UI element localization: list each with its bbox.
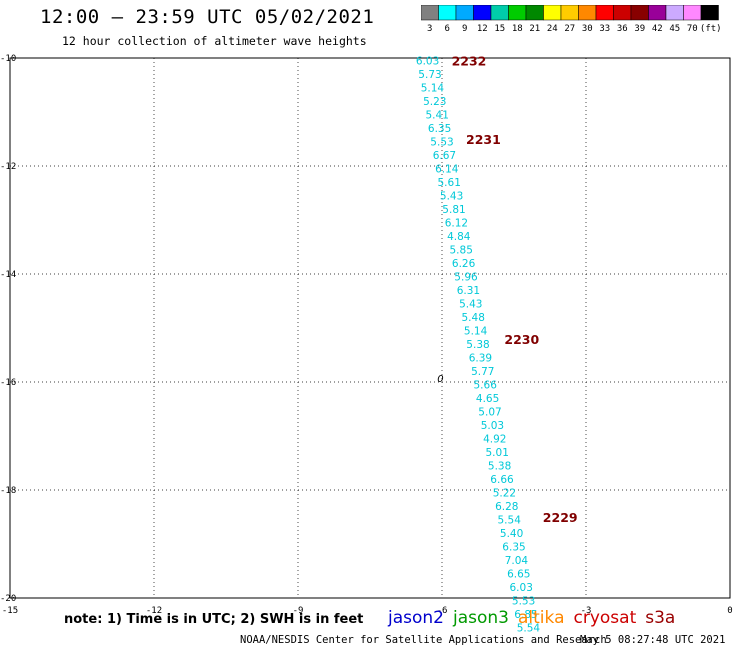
x-tick-label: -3 bbox=[581, 606, 592, 616]
colorbar-label: 18 bbox=[512, 24, 523, 34]
wave-height-label: 6.31 bbox=[457, 285, 480, 297]
wave-height-label: 6.28 bbox=[495, 501, 518, 513]
colorbar-label: (ft) bbox=[700, 24, 722, 34]
wave-height-label: 6.14 bbox=[435, 164, 459, 176]
y-tick-label: -20 bbox=[0, 594, 16, 604]
colorbar-label: 3 bbox=[427, 24, 432, 34]
y-tick-label: -16 bbox=[0, 378, 16, 388]
wave-height-label: 5.96 bbox=[454, 272, 478, 284]
wave-height-label: 5.53 bbox=[430, 137, 453, 149]
legend-item-s3a: s3a bbox=[645, 608, 676, 628]
chart-title: 12:00 – 23:59 UTC 05/02/2021 bbox=[40, 6, 375, 28]
wave-height-label: 5.66 bbox=[474, 380, 498, 392]
wave-height-label: 5.07 bbox=[478, 407, 501, 419]
colorbar-label: 45 bbox=[669, 24, 680, 34]
wave-height-label: 5.14 bbox=[421, 83, 445, 95]
wave-height-label: 5.38 bbox=[466, 339, 489, 351]
time-label: 2232 bbox=[452, 54, 487, 69]
wave-height-label: 5.03 bbox=[481, 420, 504, 432]
y-tick-label: -12 bbox=[0, 162, 16, 172]
wave-height-label: 5.81 bbox=[442, 204, 465, 216]
wave-height-label: 5.23 bbox=[423, 96, 446, 108]
chart-subtitle: 12 hour collection of altimeter wave hei… bbox=[62, 34, 367, 48]
colorbar: 3 6 9 12 15 18 21 24 27 30 33 36 39 42 45 70 (ft) bbox=[421, 5, 722, 34]
y-tick-label: -14 bbox=[0, 270, 16, 280]
colorbar-label: 42 bbox=[652, 24, 663, 34]
units-note: note: 1) Time is in UTC; 2) SWH is in fe… bbox=[64, 612, 364, 627]
time-label: 2229 bbox=[543, 510, 578, 525]
y-tick-label: -18 bbox=[0, 486, 16, 496]
wave-height-label: 6.03 bbox=[510, 582, 533, 594]
wave-height-label: 6.26 bbox=[452, 258, 476, 270]
colorbar-label: 12 bbox=[477, 24, 488, 34]
colorbar-label: 21 bbox=[529, 24, 540, 34]
legend-item-jason3: jason3 bbox=[453, 608, 509, 628]
wave-height-label: 5.01 bbox=[486, 447, 509, 459]
wave-height-label: 5.40 bbox=[500, 528, 523, 540]
legend-item-cryosat: cryosat bbox=[573, 608, 637, 628]
wave-height-label: 5.38 bbox=[488, 461, 511, 473]
wave-height-label: 5.54 bbox=[498, 515, 522, 527]
colorbar-label: 27 bbox=[564, 24, 575, 34]
colorbar-label: 6 bbox=[445, 24, 450, 34]
colorbar-swatch bbox=[700, 5, 719, 21]
wave-height-label: 5.73 bbox=[418, 69, 441, 81]
legend-item-jason2: jason2 bbox=[388, 608, 444, 628]
wave-height-label: 5.14 bbox=[464, 326, 488, 338]
satellite-legend: jason2 jason3 altika cryosat s3a bbox=[388, 608, 684, 628]
time-label: 2231 bbox=[466, 132, 501, 147]
wave-height-label: 6.85 bbox=[514, 609, 537, 621]
wave-height-label: 5.48 bbox=[462, 312, 485, 324]
wave-height-label: 5.41 bbox=[426, 110, 449, 122]
wave-height-label: 6.12 bbox=[445, 218, 468, 230]
wave-height-label: 6.35 bbox=[428, 123, 451, 135]
x-tick-label: -9 bbox=[293, 606, 304, 616]
wave-height-label: 6.67 bbox=[433, 150, 456, 162]
wave-height-label: 4.92 bbox=[483, 434, 506, 446]
y-tick-label: -10 bbox=[0, 54, 16, 64]
wave-height-label: 5.54 bbox=[517, 623, 541, 635]
wave-height-label: 4.84 bbox=[447, 231, 471, 243]
colorbar-label: 70 bbox=[687, 24, 698, 34]
legend-item-altika: altika bbox=[518, 608, 565, 628]
wave-height-label: 7.04 bbox=[505, 555, 529, 567]
colorbar-label: 30 bbox=[582, 24, 593, 34]
x-tick-label: 0 bbox=[727, 606, 732, 616]
colorbar-label: 39 bbox=[634, 24, 645, 34]
wave-height-label: 6.39 bbox=[469, 353, 492, 365]
colorbar-label: 33 bbox=[599, 24, 610, 34]
x-tick-label: -15 bbox=[2, 606, 18, 616]
wave-height-label: 6.03 bbox=[416, 56, 439, 68]
wave-height-label: 5.43 bbox=[459, 299, 482, 311]
wave-height-label: 6.66 bbox=[490, 474, 514, 486]
wave-height-label: 6.35 bbox=[502, 542, 525, 554]
wave-height-label: 5.77 bbox=[471, 366, 494, 378]
wave-height-label: 4.65 bbox=[476, 393, 499, 405]
credit-text: NOAA/NESDIS Center for Satellite Applica… bbox=[240, 634, 607, 646]
generated-date: May 5 08:27:48 UTC 2021 bbox=[580, 634, 726, 646]
map-frame bbox=[9, 57, 731, 599]
time-label: 2230 bbox=[504, 332, 539, 347]
wave-height-label: 6.65 bbox=[507, 569, 530, 581]
colorbar-label: 24 bbox=[547, 24, 558, 34]
wave-height-label: 5.22 bbox=[493, 488, 516, 500]
x-tick-label: -12 bbox=[146, 606, 162, 616]
colorbar-label: 15 bbox=[494, 24, 505, 34]
wave-height-label: 5.53 bbox=[512, 596, 535, 608]
x-tick-label: -6 bbox=[437, 606, 448, 616]
colorbar-label: 9 bbox=[462, 24, 467, 34]
wave-height-label: 5.43 bbox=[440, 191, 463, 203]
colorbar-label: 36 bbox=[617, 24, 628, 34]
marker-zero: 0 bbox=[437, 374, 443, 385]
wave-height-label: 5.61 bbox=[438, 177, 461, 189]
wave-height-label: 5.85 bbox=[450, 245, 473, 257]
